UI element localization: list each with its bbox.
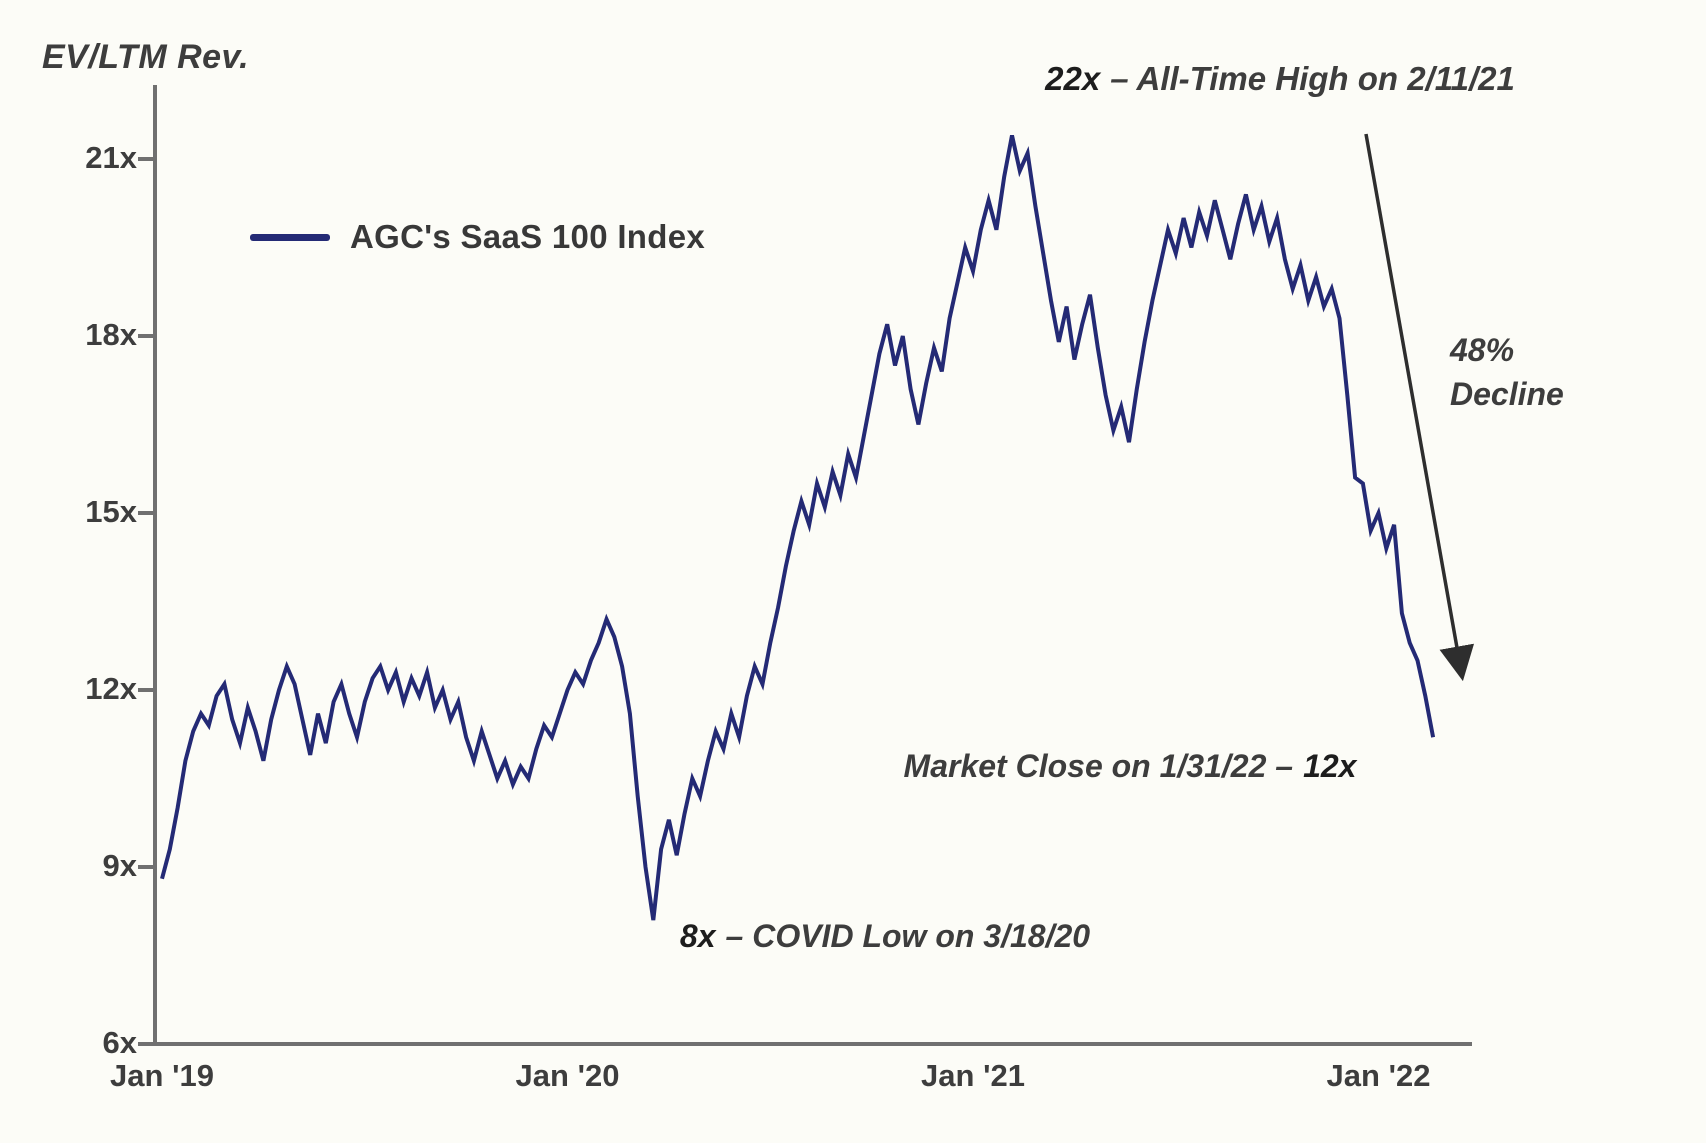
decline-arrow-icon xyxy=(1364,133,1475,682)
covid-low-text: – COVID Low on 3/18/20 xyxy=(725,918,1091,954)
x-tick-label: Jan '20 xyxy=(515,1058,620,1093)
x-tick-label: Jan '22 xyxy=(1326,1058,1431,1093)
all-time-high-value: 22x xyxy=(1045,60,1101,97)
y-tick-label: 12x xyxy=(85,671,137,706)
y-tick-label: 21x xyxy=(85,140,137,175)
market-close-text: Market Close on 1/31/22 – xyxy=(903,748,1294,784)
decline-word: Decline xyxy=(1450,376,1564,412)
decline-percent: 48% xyxy=(1450,332,1515,368)
annotation-market-close: Market Close on 1/31/22 –12x xyxy=(820,748,1440,785)
y-tick-label: 9x xyxy=(102,848,137,883)
chart-title: EV/LTM Rev. xyxy=(42,38,250,76)
y-tick-label: 15x xyxy=(85,494,137,529)
all-time-high-text: – All-Time High on 2/11/21 xyxy=(1110,60,1515,97)
annotation-all-time-high: 22x – All-Time High on 2/11/21 xyxy=(890,60,1670,98)
axes xyxy=(153,85,1472,1046)
x-tick-label: Jan '19 xyxy=(110,1058,214,1093)
saas-index-line xyxy=(160,134,1436,921)
market-close-value: 12x xyxy=(1303,748,1357,784)
annotation-covid-low: 8x – COVID Low on 3/18/20 xyxy=(575,918,1195,955)
legend-label: AGC's SaaS 100 Index xyxy=(350,218,706,255)
annotation-decline: 48% Decline xyxy=(1450,328,1670,416)
covid-low-value: 8x xyxy=(679,918,716,954)
y-tick-label: 6x xyxy=(102,1025,137,1060)
x-tick-label: Jan '21 xyxy=(921,1058,1025,1093)
y-tick-label: 18x xyxy=(85,317,137,352)
legend-line-swatch xyxy=(250,233,330,241)
legend: AGC's SaaS 100 Index xyxy=(250,218,705,256)
